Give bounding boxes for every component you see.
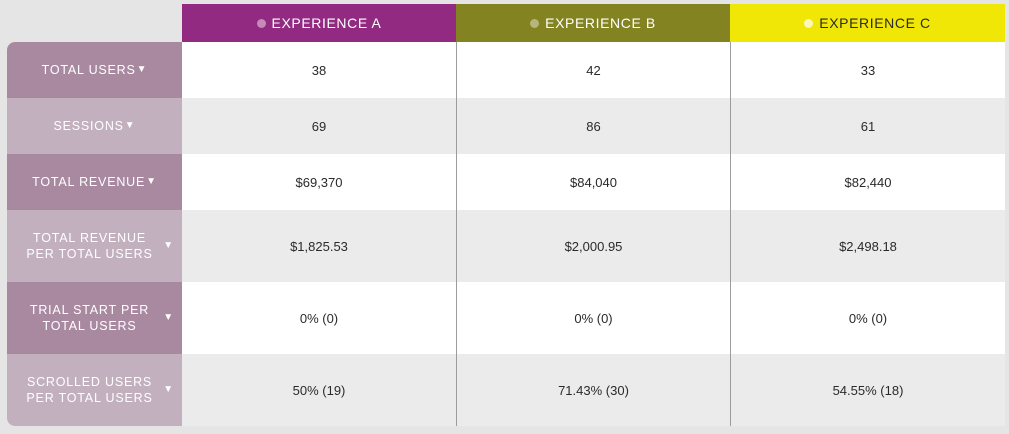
table-cell: $1,825.53 [182,210,456,282]
row-header-label: SCROLLED USERS PER TOTAL USERS [26,374,162,406]
experience-comparison-table: EXPERIENCE A EXPERIENCE B EXPERIENCE C T… [7,4,1005,426]
table-cell: 54.55% (18) [730,354,1005,426]
table-cell: $2,000.95 [456,210,730,282]
dropdown-caret-icon[interactable]: ▼ [136,64,148,75]
experience-c-dot-icon [804,18,814,28]
column-header-label: EXPERIENCE C [819,15,931,31]
table-cell: $82,440 [730,154,1005,210]
table-cell: 69 [182,98,456,154]
row-header-label-line: PER TOTAL USERS [26,391,153,405]
table-cell: 61 [730,98,1005,154]
column-header-experience-b[interactable]: EXPERIENCE B [456,4,730,42]
table-cell: 71.43% (30) [456,354,730,426]
column-header-experience-a[interactable]: EXPERIENCE A [182,4,456,42]
table-cell: 33 [730,42,1005,98]
table-corner [7,4,182,42]
table-cell: $84,040 [456,154,730,210]
table-cell: 50% (19) [182,354,456,426]
table-cell: $2,498.18 [730,210,1005,282]
row-header-total-revenue[interactable]: TOTAL REVENUE ▼ [7,154,182,210]
row-header-trial-start[interactable]: TRIAL START PER TOTAL USERS ▼ [7,282,182,354]
row-header-label: TRIAL START PER TOTAL USERS [30,302,159,334]
row-header-label-line: SCROLLED USERS [26,375,153,389]
dropdown-caret-icon[interactable]: ▼ [163,384,174,395]
row-header-revenue-per-user[interactable]: TOTAL REVENUE PER TOTAL USERS ▼ [7,210,182,282]
row-header-sessions[interactable]: SESSIONS ▼ [7,98,182,154]
row-header-label: TOTAL USERS [41,63,136,77]
row-header-label: SESSIONS [53,119,124,133]
row-header-label-line: PER TOTAL USERS [26,247,153,261]
row-header-label: TOTAL REVENUE [32,175,146,189]
dropdown-caret-icon[interactable]: ▼ [124,120,136,131]
row-header-label-line: TOTAL REVENUE [33,231,146,245]
experience-b-dot-icon [530,18,540,28]
row-header-total-users[interactable]: TOTAL USERS ▼ [7,42,182,98]
dropdown-caret-icon[interactable]: ▼ [146,176,157,187]
table-cell: 38 [182,42,456,98]
row-header-label-line: TRIAL START PER [29,303,150,317]
row-header-label-line: TOTAL USERS [42,319,137,333]
column-header-label: EXPERIENCE A [271,15,382,31]
table-cell: 0% (0) [456,282,730,354]
table-cell: 0% (0) [730,282,1005,354]
column-header-experience-c[interactable]: EXPERIENCE C [730,4,1005,42]
dropdown-caret-icon[interactable]: ▼ [163,240,174,251]
row-header-label: TOTAL REVENUE PER TOTAL USERS [26,230,162,262]
experience-a-dot-icon [256,18,266,28]
table-cell: 0% (0) [182,282,456,354]
dropdown-caret-icon[interactable]: ▼ [163,312,174,323]
table-cell: 86 [456,98,730,154]
table-cell: 42 [456,42,730,98]
column-header-label: EXPERIENCE B [545,15,656,31]
table-cell: $69,370 [182,154,456,210]
row-header-scrolled-users[interactable]: SCROLLED USERS PER TOTAL USERS ▼ [7,354,182,426]
